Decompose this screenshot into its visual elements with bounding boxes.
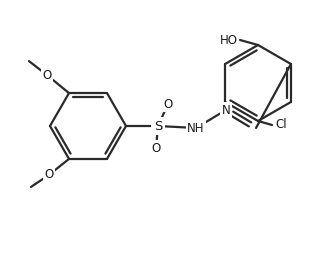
Text: O: O xyxy=(42,69,51,82)
Text: S: S xyxy=(154,120,162,133)
Text: Cl: Cl xyxy=(275,118,287,131)
Text: O: O xyxy=(163,98,173,111)
Text: N: N xyxy=(222,104,230,117)
Text: NH: NH xyxy=(187,121,205,134)
Text: HO: HO xyxy=(220,34,238,47)
Text: O: O xyxy=(44,168,53,181)
Text: O: O xyxy=(151,141,161,154)
